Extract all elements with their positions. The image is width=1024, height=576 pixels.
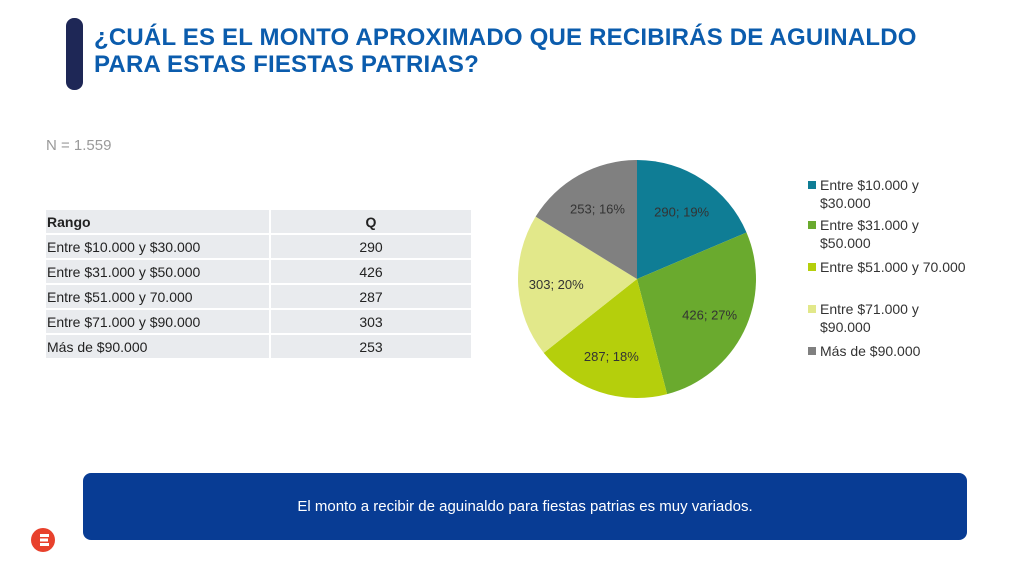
table-cell-range: Entre $10.000 y $30.000 <box>46 234 271 260</box>
table-cell-q: 303 <box>270 309 471 335</box>
table-cell-q: 287 <box>270 284 471 310</box>
pie-data-label: 303; 20% <box>529 277 584 292</box>
legend-item: Entre $31.000 y $50.000 <box>808 216 1008 258</box>
legend-label: Más de $90.000 <box>820 343 921 359</box>
sample-size-label: N = 1.559 <box>46 137 112 154</box>
page-title: ¿CUÁL ES EL MONTO APROXIMADO QUE RECIBIR… <box>94 24 994 78</box>
table-cell-range: Más de $90.000 <box>46 334 271 360</box>
pie-slice <box>543 279 668 398</box>
table-row: Entre $10.000 y $30.000 290 <box>46 234 471 260</box>
chart-legend: Entre $10.000 y $30.000 Entre $31.000 y … <box>808 176 1008 360</box>
conclusion-text: El monto a recibir de aguinaldo para fie… <box>297 498 753 515</box>
table-row: Entre $51.000 y 70.000 287 <box>46 284 471 310</box>
table-cell-q: 426 <box>270 259 471 285</box>
page-title-line-2: PARA ESTAS FIESTAS PATRIAS? <box>94 51 479 78</box>
table-header-q: Q <box>270 210 471 235</box>
table-row: Entre $71.000 y $90.000 303 <box>46 309 471 335</box>
pie-data-label: 287; 18% <box>584 349 639 364</box>
legend-label: $90.000 <box>820 319 871 335</box>
table-header-row: Rango Q <box>46 210 471 235</box>
pie-chart: 290; 19% 426; 27% 287; 18% 303; 20% 253; 16% <box>518 160 756 398</box>
legend-label: $50.000 <box>820 235 871 251</box>
table-cell-range: Entre $51.000 y 70.000 <box>46 284 271 310</box>
conclusion-box: El monto a recibir de aguinaldo para fie… <box>83 473 967 540</box>
legend-label: $30.000 <box>820 195 871 211</box>
table-cell-q: 253 <box>270 334 471 360</box>
table-cell-q: 290 <box>270 234 471 260</box>
legend-swatch <box>808 263 816 271</box>
page-title-line-1: ¿CUÁL ES EL MONTO APROXIMADO QUE RECIBIR… <box>94 24 917 51</box>
legend-item: Entre $71.000 y $90.000 <box>808 300 1008 342</box>
legend-swatch <box>808 347 816 355</box>
table-header-range: Rango <box>46 210 271 235</box>
table-row: Más de $90.000 253 <box>46 334 471 360</box>
pie-data-label: 426; 27% <box>682 308 737 323</box>
legend-swatch <box>808 181 816 189</box>
pie-slice <box>518 216 637 353</box>
legend-item: Entre $10.000 y $30.000 <box>808 176 1008 216</box>
table-cell-range: Entre $31.000 y $50.000 <box>46 259 271 285</box>
table-row: Entre $31.000 y $50.000 426 <box>46 259 471 285</box>
pie-slice <box>535 160 637 279</box>
legend-swatch <box>808 221 816 229</box>
pie-data-label: 290; 19% <box>654 205 709 220</box>
legend-label: Entre $51.000 y 70.000 <box>820 259 966 275</box>
legend-swatch <box>808 305 816 313</box>
pie-slice <box>637 160 747 279</box>
legend-item: Más de $90.000 <box>808 342 1008 360</box>
legend-item: Entre $51.000 y 70.000 <box>808 258 1008 300</box>
range-table: Rango Q Entre $10.000 y $30.000 290 Entr… <box>46 210 471 360</box>
legend-label: Entre $31.000 y <box>820 217 919 233</box>
table-cell-range: Entre $71.000 y $90.000 <box>46 309 271 335</box>
title-accent-bar <box>66 18 83 90</box>
pie-slice <box>637 232 756 395</box>
legend-label: Entre $71.000 y <box>820 301 919 317</box>
legend-label: Entre $10.000 y <box>820 177 919 193</box>
brand-logo-icon <box>31 528 55 552</box>
pie-data-label: 253; 16% <box>570 201 625 216</box>
